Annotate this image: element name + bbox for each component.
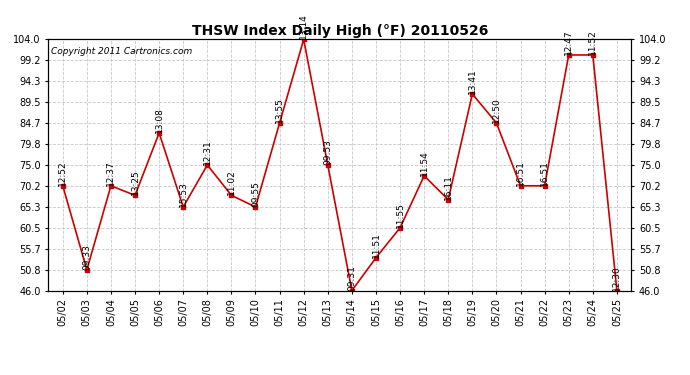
Text: 12:52: 12:52 xyxy=(58,160,67,186)
Text: 09:55: 09:55 xyxy=(251,181,260,207)
Text: 16:51: 16:51 xyxy=(540,160,549,186)
Text: 11:55: 11:55 xyxy=(395,202,404,228)
Title: THSW Index Daily High (°F) 20110526: THSW Index Daily High (°F) 20110526 xyxy=(192,24,488,38)
Text: 11:51: 11:51 xyxy=(371,232,380,258)
Text: 13:08: 13:08 xyxy=(155,107,164,133)
Text: 13:41: 13:41 xyxy=(468,68,477,94)
Text: 09:31: 09:31 xyxy=(347,265,356,291)
Text: Copyright 2011 Cartronics.com: Copyright 2011 Cartronics.com xyxy=(51,47,193,56)
Text: 12:37: 12:37 xyxy=(106,160,115,186)
Text: 09:33: 09:33 xyxy=(82,244,91,270)
Text: 13:55: 13:55 xyxy=(275,97,284,123)
Text: 12:47: 12:47 xyxy=(564,29,573,55)
Text: 12:30: 12:30 xyxy=(613,265,622,291)
Text: 11:54: 11:54 xyxy=(420,150,428,176)
Text: 11:52: 11:52 xyxy=(589,29,598,55)
Text: 15:53: 15:53 xyxy=(179,181,188,207)
Text: 13:14: 13:14 xyxy=(299,13,308,39)
Text: 09:53: 09:53 xyxy=(324,139,333,165)
Text: 11:02: 11:02 xyxy=(227,170,236,195)
Text: 16:11: 16:11 xyxy=(444,174,453,200)
Text: 16:51: 16:51 xyxy=(516,160,525,186)
Text: 13:25: 13:25 xyxy=(130,170,139,195)
Text: 12:31: 12:31 xyxy=(203,139,212,165)
Text: 12:50: 12:50 xyxy=(492,97,501,123)
